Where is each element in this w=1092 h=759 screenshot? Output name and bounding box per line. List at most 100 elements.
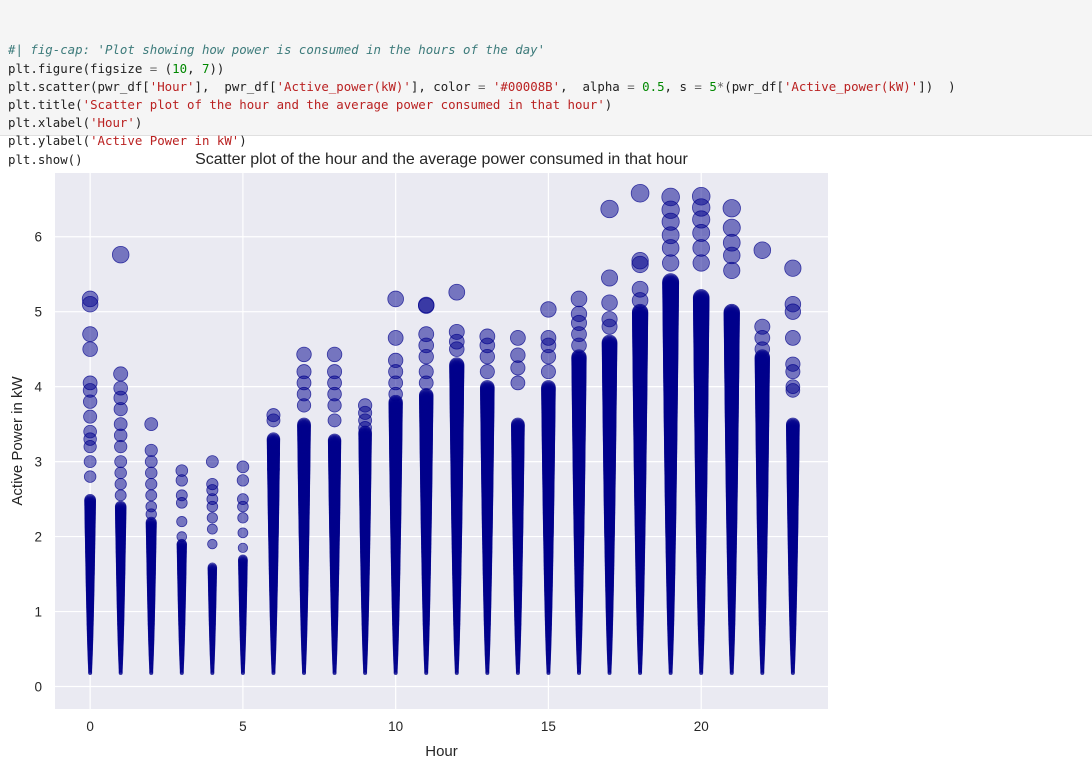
code-token: 'Scatter plot of the hour and the averag…: [82, 96, 605, 112]
scatter-point: [114, 478, 127, 491]
scatter-point: [449, 357, 465, 373]
scatter-point: [327, 413, 342, 428]
code-token: 'Hour': [90, 115, 135, 131]
code-token: ): [604, 96, 613, 112]
scatter-point: [510, 330, 526, 346]
code-line: plt.figure(figsize = (10, 7)): [8, 60, 1092, 78]
code-token: plt.title(: [8, 96, 83, 112]
scatter-point: [266, 432, 281, 446]
code-token: ): [239, 133, 247, 149]
scatter-point: [114, 466, 127, 480]
code-token: 5: [709, 78, 717, 94]
scatter-point: [510, 360, 526, 376]
scatter-point: [81, 295, 99, 313]
code-token: (pwr_df[: [724, 78, 784, 94]
scatter-point: [145, 478, 158, 491]
scatter-point: [692, 289, 710, 306]
scatter-point: [237, 527, 249, 539]
scatter-point: [479, 364, 495, 380]
scatter-point: [296, 346, 312, 363]
code-token: 'Hour': [149, 78, 195, 94]
scatter-point: [237, 542, 249, 553]
scatter-point: [479, 348, 496, 365]
scatter-point: [206, 523, 218, 535]
code-token: plt.show(): [8, 151, 83, 167]
scatter-point: [207, 538, 218, 550]
scatter-point: [326, 346, 343, 363]
scatter-point: [692, 224, 711, 242]
code-line: #| fig-cap: 'Plot showing how power is c…: [8, 41, 1092, 59]
scatter-point: [387, 330, 404, 346]
scatter-point: [83, 455, 97, 469]
scatter-point: [176, 516, 188, 528]
scatter-point: [630, 183, 650, 203]
scatter-point: [418, 388, 434, 403]
code-cell[interactable]: #| fig-cap: 'Plot showing how power is c…: [0, 0, 1092, 167]
scatter-point: [83, 409, 98, 424]
scatter-point: [175, 474, 188, 487]
scatter-point: [541, 380, 556, 395]
scatter-point: [692, 254, 710, 272]
scatter-point: [540, 301, 557, 318]
code-token: =: [694, 78, 702, 94]
scatter-point: [510, 347, 526, 363]
code-line: plt.ylabel('Active Power in kW'): [8, 132, 1092, 150]
scatter-point: [114, 455, 128, 469]
code-token: '#00008B': [492, 78, 561, 94]
scatter-point: [206, 512, 218, 524]
scatter-point: [145, 489, 158, 502]
code-token: *: [716, 78, 725, 94]
code-token: =: [149, 60, 158, 76]
scatter-point: [570, 290, 588, 308]
code-line: plt.show(): [8, 151, 1092, 169]
scatter-point: [114, 440, 128, 454]
code-token: 'Active_power(kW)': [783, 78, 919, 94]
scatter-point: [601, 318, 618, 335]
scatter-point: [237, 512, 249, 524]
scatter-point: [692, 239, 710, 257]
scatter-point: [601, 334, 618, 351]
scatter-point: [662, 254, 680, 272]
scatter-point: [418, 375, 434, 391]
code-token: =: [478, 78, 486, 94]
scatter-point: [388, 386, 403, 402]
code-token: ]) ): [918, 78, 956, 94]
scatter-point: [540, 364, 556, 380]
code-line: plt.xlabel('Hour'): [8, 114, 1092, 132]
code-token: ): [134, 115, 143, 131]
scatter-point: [297, 417, 311, 432]
scatter-point: [236, 460, 250, 474]
code-token: , alpha: [560, 78, 628, 94]
scatter-point: [113, 402, 128, 417]
scatter-point: [144, 455, 158, 469]
scatter-point: [387, 290, 404, 308]
code-token: #| fig-cap: 'Plot showing how power is c…: [8, 42, 546, 58]
scatter-point: [83, 470, 97, 483]
code-token: (: [157, 60, 173, 76]
scatter-point: [327, 433, 342, 447]
code-token: 10: [172, 60, 188, 76]
code-lines: #| fig-cap: 'Plot showing how power is c…: [8, 41, 1092, 168]
code-token: ], pwr_df[: [194, 78, 277, 94]
scatter-point: [144, 417, 159, 432]
scatter-point: [267, 462, 280, 476]
scatter-point: [114, 500, 127, 513]
scatter-point: [237, 500, 249, 513]
scatter-point: [418, 348, 434, 365]
scatter-point: [480, 380, 495, 395]
scatter-point: [237, 554, 248, 565]
scatter-point: [145, 508, 157, 520]
scatter-point: [662, 273, 680, 291]
code-token: 'Active_power(kW)': [276, 78, 411, 94]
scatter-point: [176, 538, 187, 550]
code-line: plt.title('Scatter plot of the hour and …: [8, 96, 1092, 114]
data-points: [81, 183, 802, 676]
code-line: plt.scatter(pwr_df['Hour'], pwr_df['Acti…: [8, 78, 1092, 96]
scatter-point: [358, 421, 372, 435]
code-token: ,: [187, 60, 202, 76]
code-token: plt.ylabel(: [8, 133, 91, 149]
scatter-point: [207, 562, 218, 573]
code-token: 0.5: [642, 78, 665, 94]
scatter-point: [510, 375, 526, 391]
scatter-point: [111, 245, 130, 264]
